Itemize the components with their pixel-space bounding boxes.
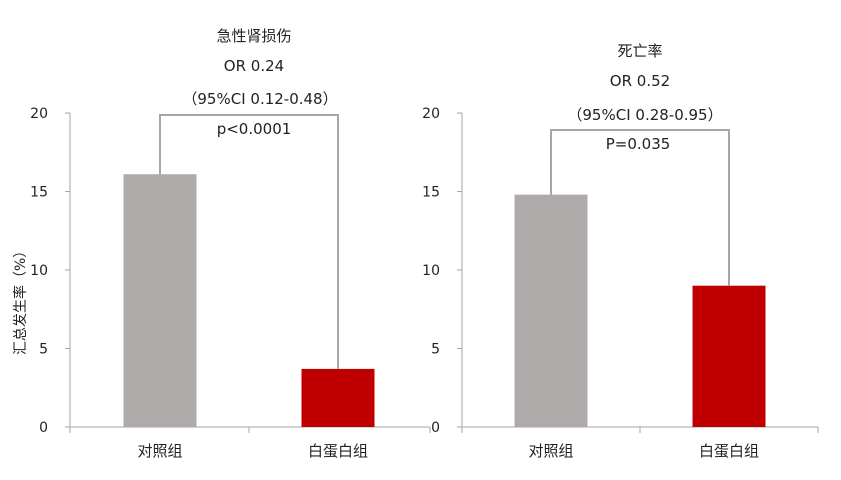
chart1-annotation-or: OR 0.24: [223, 57, 285, 75]
chart2-annotation-ci: （95%CI 0.28-0.95）: [567, 106, 723, 124]
chart1-annotation-p: p<0.0001: [216, 120, 292, 138]
chart2-y-tick-label: 0: [431, 420, 440, 436]
chart2-y-tick-label: 20: [422, 106, 440, 122]
chart2-annotation-title: 死亡率: [617, 42, 663, 60]
chart2-annotation-p: P=0.035: [605, 135, 671, 153]
chart1-y-tick-label: 10: [30, 263, 48, 279]
chart2-annotation-or: OR 0.52: [609, 72, 671, 90]
chart2-y-tick-label: 15: [422, 185, 440, 201]
chart2-significance-bracket: [550, 129, 730, 286]
chart2-bar-albumin: [692, 285, 766, 427]
chart2-bar-control: [514, 194, 588, 427]
chart1-y-tick-label: 0: [39, 420, 48, 436]
chart1-significance-bracket: [159, 114, 339, 369]
chart2-x-tick-label: 白蛋白组: [699, 442, 759, 460]
chart1-bar-albumin: [301, 368, 375, 427]
chart2-y-tick-label: 5: [431, 342, 440, 358]
chart2-y-tick-label: 10: [422, 263, 440, 279]
chart1-annotation-ci: （95%CI 0.12-0.48）: [182, 90, 338, 108]
chart1-bar-control: [123, 174, 197, 427]
chart2-x-tick-label: 对照组: [528, 442, 573, 460]
chart1-x-tick-label: 白蛋白组: [308, 442, 368, 460]
chart1-x-tick-label: 对照组: [137, 442, 182, 460]
chart1-annotation-title: 急性肾损伤: [216, 27, 292, 45]
chart1-y-tick-label: 15: [30, 185, 48, 201]
chart1-y-tick-label: 20: [30, 106, 48, 122]
chart1-y-tick-label: 5: [39, 342, 48, 358]
